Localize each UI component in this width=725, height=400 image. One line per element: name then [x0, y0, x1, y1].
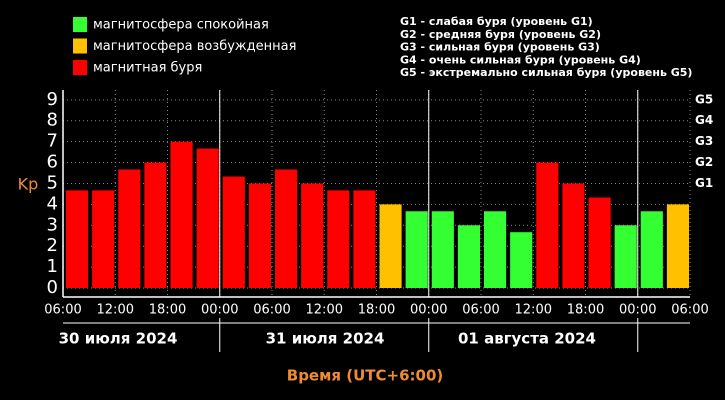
bar — [457, 225, 480, 289]
legend-swatch — [73, 38, 87, 54]
bar — [562, 183, 585, 289]
bar — [353, 190, 376, 289]
x-tick-label: 18:00 — [358, 303, 395, 318]
storm-scale-label: G4 - очень сильная буря (уровень G4) — [400, 53, 641, 66]
bar — [118, 169, 141, 289]
y-tick-label: 3 — [47, 214, 58, 235]
x-tick-label: 00:00 — [619, 303, 656, 318]
y-tick-label: 9 — [47, 89, 58, 110]
bar — [222, 176, 245, 289]
bar — [484, 211, 507, 289]
legend-label: магнитосфера спокойная — [93, 18, 269, 33]
x-tick-label: 00:00 — [201, 303, 238, 318]
y-tick-label: 2 — [47, 235, 58, 256]
bar — [144, 162, 167, 289]
y2-tick-label: G5 — [695, 92, 713, 106]
bar — [614, 225, 637, 289]
bar — [405, 211, 428, 289]
storm-scale-label: G5 - экстремально сильная буря (уровень … — [400, 66, 692, 79]
x-tick-label: 12:00 — [306, 303, 343, 318]
legend-label: магнитная буря — [93, 61, 202, 76]
legend-label: магнитосфера возбужденная — [93, 39, 296, 54]
y-tick-label: 7 — [47, 131, 58, 152]
y2-tick-label: G4 — [695, 113, 713, 127]
x-tick-label: 18:00 — [149, 303, 186, 318]
x-axis-label: Время (UTC+6:00) — [287, 367, 443, 385]
legend-swatch — [73, 60, 87, 75]
y2-tick-label: G3 — [695, 134, 713, 148]
bar — [196, 148, 219, 289]
storm-scale-label: G1 - слабая буря (уровень G1) — [400, 15, 593, 28]
y-axis-label: Kp — [18, 175, 39, 194]
x-tick-label: 18:00 — [567, 303, 604, 318]
y-tick-label: 0 — [47, 277, 58, 298]
bar — [666, 204, 689, 289]
bar — [92, 190, 115, 289]
bar — [379, 204, 402, 289]
bar — [248, 183, 271, 289]
x-tick-label: 06:00 — [253, 303, 290, 318]
bar — [431, 211, 454, 289]
bar — [275, 169, 298, 289]
x-tick-label: 06:00 — [44, 303, 81, 318]
bar — [536, 162, 559, 289]
day-label: 30 июля 2024 — [59, 330, 178, 348]
day-label: 01 августа 2024 — [458, 330, 596, 348]
x-tick-label: 00:00 — [410, 303, 447, 318]
bar — [301, 183, 324, 289]
bar — [588, 197, 611, 289]
bar — [170, 141, 193, 289]
legend-swatch — [73, 17, 87, 32]
bar — [66, 190, 89, 289]
x-tick-label: 06:00 — [462, 303, 499, 318]
y-tick-label: 1 — [47, 256, 58, 277]
x-tick-label: 06:00 — [671, 303, 708, 318]
x-tick-label: 12:00 — [515, 303, 552, 318]
y-tick-label: 4 — [47, 193, 58, 214]
y2-tick-label: G1 — [695, 176, 713, 190]
bar — [510, 232, 533, 289]
bar — [640, 211, 663, 289]
y-tick-label: 5 — [47, 172, 58, 193]
y-tick-label: 8 — [47, 110, 58, 131]
y2-tick-label: G2 — [695, 155, 713, 169]
x-tick-label: 12:00 — [97, 303, 134, 318]
storm-scale-label: G2 - средняя буря (уровень G2) — [400, 28, 601, 41]
storm-scale-label: G3 - сильная буря (уровень G3) — [400, 41, 600, 54]
y-tick-label: 6 — [47, 152, 58, 173]
day-label: 31 июля 2024 — [266, 330, 385, 348]
bar — [327, 190, 350, 289]
